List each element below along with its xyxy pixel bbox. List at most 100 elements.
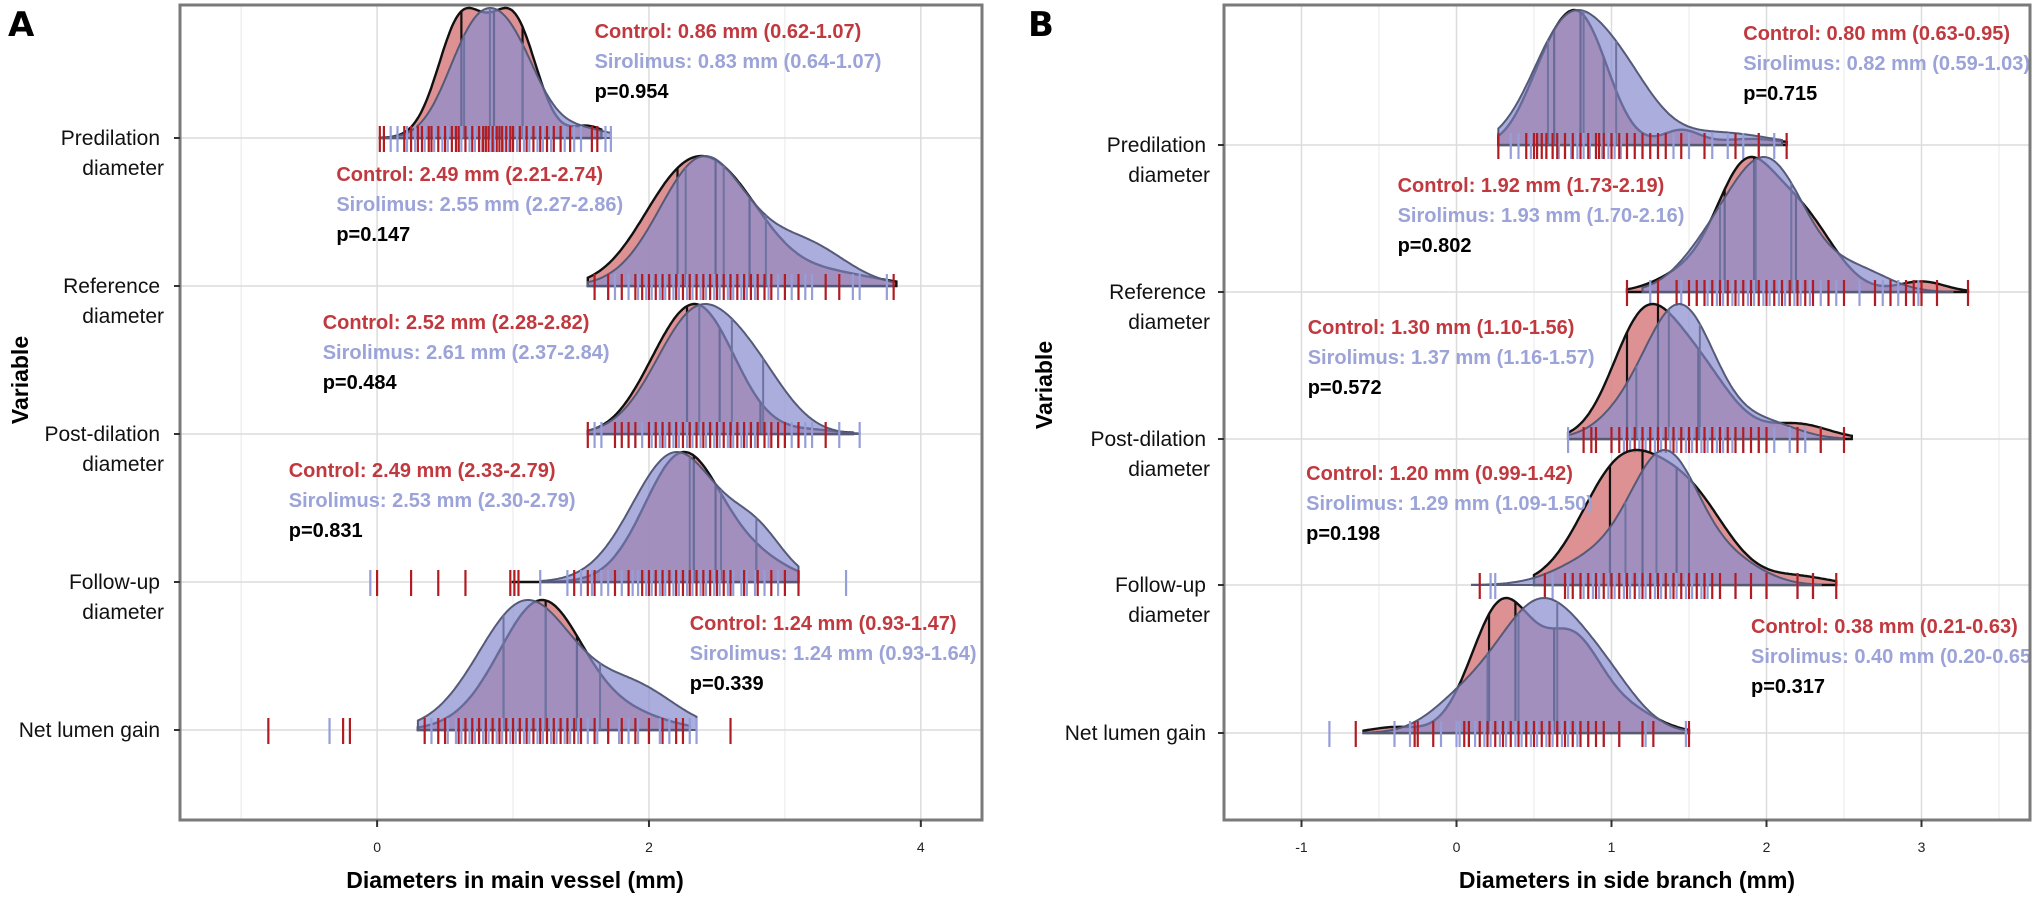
y-tick-label: Reference diameter — [1109, 281, 1210, 334]
ridge-row-4 — [267, 598, 732, 744]
y-tick-label-line: Net lumen gain — [1065, 722, 1206, 745]
annotation-p-value: p=0.339 — [690, 673, 764, 695]
y-tick-label-line: Predilation — [1107, 134, 1206, 157]
y-tick-label-line: Reference — [63, 275, 160, 298]
y-tick-label-line: diameter — [82, 305, 164, 328]
rug — [1328, 721, 1691, 747]
x-tick-label: 0 — [373, 839, 381, 855]
y-tick-label-line: diameter — [1128, 311, 1210, 334]
annotation-p-value: p=0.831 — [289, 520, 363, 542]
x-tick-label: 4 — [917, 839, 925, 855]
y-tick-label: Predilation diameter — [1107, 134, 1210, 187]
sirolimus-density — [378, 7, 612, 139]
y-tick-label-line: Follow-up — [1115, 574, 1206, 597]
ridge-row-0 — [1497, 8, 1788, 159]
annotation-sirolimus: Sirolimus: 1.24 mm (0.93-1.64) — [690, 643, 977, 665]
y-axis-title-a: Variable — [7, 336, 33, 424]
annotation-p-value: p=0.572 — [1308, 377, 1382, 399]
annotation-p-value: p=0.198 — [1306, 523, 1380, 545]
annotation-control: Control: 1.20 mm (0.99-1.42) — [1306, 463, 1573, 485]
rug — [1625, 280, 1970, 306]
y-tick-label: Predilation diameter — [61, 127, 164, 180]
ridge-row-3 — [1471, 448, 1838, 599]
ridge-row-2 — [1566, 302, 1854, 453]
x-axis-title-a: Diameters in main vessel (mm) — [346, 867, 683, 893]
sirolimus-density — [586, 303, 861, 435]
panel-a: Control: 0.86 mm (0.62-1.07) Sirolimus: 0… — [19, 3, 984, 855]
rug — [267, 718, 732, 744]
y-tick-label-line: Follow-up — [69, 571, 160, 594]
x-tick-label: 2 — [645, 839, 653, 855]
annotation-sirolimus: Sirolimus: 1.37 mm (1.16-1.57) — [1308, 347, 1595, 369]
y-tick-label: Reference diameter — [63, 275, 164, 328]
y-tick-label-line: diameter — [82, 453, 164, 476]
annotation-sirolimus: Sirolimus: 1.93 mm (1.70-2.16) — [1398, 205, 1685, 227]
y-tick-label: Follow-up diameter — [69, 571, 164, 624]
rug — [586, 422, 861, 448]
plot-area: Control: 0.86 mm (0.62-1.07) Sirolimus: 0… — [267, 6, 977, 744]
y-tick-label-line: Post-dilation — [1090, 428, 1206, 451]
panel-letter-a: A — [8, 5, 35, 45]
y-tick-label: Net lumen gain — [1065, 722, 1206, 745]
y-tick-label-line: Net lumen gain — [19, 719, 160, 742]
annotation-control: Control: 1.30 mm (1.10-1.56) — [1308, 317, 1575, 339]
x-tick-label: 2 — [1763, 839, 1771, 855]
x-tick-label: 3 — [1918, 839, 1926, 855]
y-tick-label-line: diameter — [1128, 164, 1210, 187]
annotation-control: Control: 0.80 mm (0.63-0.95) — [1743, 23, 2010, 45]
annotation-control: Control: 1.24 mm (0.93-1.47) — [690, 613, 957, 635]
sirolimus-density — [1471, 448, 1822, 586]
x-tick-label: 0 — [1453, 839, 1461, 855]
annotation-control: Control: 2.49 mm (2.21-2.74) — [336, 164, 603, 186]
rug — [1478, 573, 1838, 599]
annotation-control: Control: 0.38 mm (0.21-0.63) — [1751, 616, 2018, 638]
annotation-sirolimus: Sirolimus: 0.82 mm (0.59-1.03) — [1743, 53, 2030, 75]
x-tick-label: 1 — [1608, 839, 1616, 855]
annotation-sirolimus: Sirolimus: 0.83 mm (0.64-1.07) — [595, 51, 882, 73]
sirolimus-density — [1362, 596, 1690, 734]
ridge-row-2 — [586, 302, 861, 448]
x-axis-title-b: Diameters in side branch (mm) — [1459, 867, 1795, 893]
y-tick-label: Net lumen gain — [19, 719, 160, 742]
annotation-sirolimus: Sirolimus: 2.53 mm (2.30-2.79) — [289, 490, 576, 512]
annotation-sirolimus: Sirolimus: 2.55 mm (2.27-2.86) — [336, 194, 623, 216]
panel-b: Control: 0.80 mm (0.63-0.95) Sirolimus: 0… — [1065, 3, 2038, 855]
y-tick-label-line: Reference — [1109, 281, 1206, 304]
ridge-row-4 — [1328, 596, 1691, 747]
y-tick-label: Post-dilation diameter — [1090, 428, 1210, 481]
annotation-p-value: p=0.147 — [336, 224, 410, 246]
x-tick-label: -1 — [1295, 839, 1308, 855]
sirolimus-density — [1497, 8, 1783, 146]
y-tick-label-line: diameter — [82, 601, 164, 624]
y-tick-label-line: diameter — [1128, 604, 1210, 627]
y-axis-title-b: Variable — [1031, 341, 1057, 429]
y-tick-label: Post-dilation diameter — [44, 423, 164, 476]
annotation-control: Control: 1.92 mm (1.73-2.19) — [1398, 175, 1665, 197]
rug — [1566, 427, 1846, 453]
y-tick-label-line: diameter — [1128, 458, 1210, 481]
annotation-control: Control: 0.86 mm (0.62-1.07) — [595, 21, 862, 43]
sirolimus-density — [586, 155, 895, 287]
ridge-row-3 — [369, 450, 848, 596]
rug — [369, 570, 848, 596]
y-tick-label: Follow-up diameter — [1115, 574, 1210, 627]
plot-frame — [1222, 3, 2032, 822]
sirolimus-density — [416, 599, 698, 731]
y-tick-label-line: Post-dilation — [44, 423, 160, 446]
panel-letter-b: B — [1028, 5, 1054, 45]
ridge-row-1 — [586, 154, 898, 300]
ridge-row-1 — [1625, 155, 1970, 306]
rug — [1497, 133, 1788, 159]
y-tick-label-line: Predilation — [61, 127, 160, 150]
annotation-p-value: p=0.484 — [323, 372, 398, 394]
annotation-sirolimus: Sirolimus: 1.29 mm (1.09-1.50) — [1306, 493, 1593, 515]
annotation-control: Control: 2.52 mm (2.28-2.82) — [323, 312, 590, 334]
plot-area: Control: 0.80 mm (0.63-0.95) Sirolimus: 0… — [1306, 8, 2038, 747]
annotation-control: Control: 2.49 mm (2.33-2.79) — [289, 460, 556, 482]
annotation-sirolimus: Sirolimus: 0.40 mm (0.20-0.65) — [1751, 646, 2038, 668]
plot-frame — [178, 3, 984, 822]
annotation-p-value: p=0.715 — [1743, 83, 1817, 105]
rug — [378, 126, 613, 152]
y-tick-label-line: diameter — [82, 157, 164, 180]
